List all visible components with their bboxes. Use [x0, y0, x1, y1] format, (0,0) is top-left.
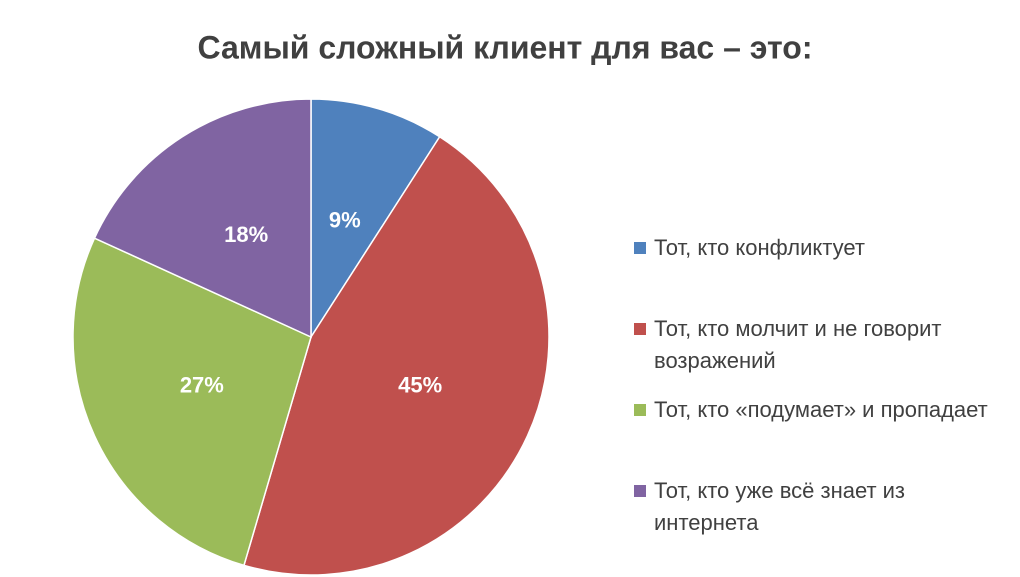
legend-label: Тот, кто конфликтует	[654, 235, 865, 260]
legend-label: Тот, кто уже всё знает из интернета	[654, 478, 906, 535]
data-label: 27%	[180, 373, 224, 398]
legend-swatch	[634, 323, 646, 335]
data-label: 18%	[224, 222, 268, 247]
legend-swatch	[634, 485, 646, 497]
legend-item: Тот, кто «подумает» и пропадает	[634, 394, 994, 475]
legend-item: Тот, кто молчит и не говорит возражений	[634, 313, 994, 394]
legend-swatch	[634, 404, 646, 416]
legend-label: Тот, кто «подумает» и пропадает	[654, 397, 988, 422]
legend-item: Тот, кто уже всё знает из интернета	[634, 475, 994, 556]
legend-item: Тот, кто конфликтует	[634, 232, 994, 313]
pie-slice	[93, 98, 312, 339]
pie-slice	[72, 237, 312, 567]
legend: Тот, кто конфликтует Тот, кто молчит и не…	[634, 232, 994, 556]
pie-slice	[310, 98, 441, 340]
data-label: 45%	[398, 373, 442, 398]
data-label: 9%	[329, 208, 361, 233]
pie-slice	[243, 135, 550, 576]
chart-title: Самый сложный клиент для вас – это:	[197, 29, 812, 65]
legend-swatch	[634, 242, 646, 254]
legend-label: Тот, кто молчит и не говорит возражений	[654, 316, 942, 373]
